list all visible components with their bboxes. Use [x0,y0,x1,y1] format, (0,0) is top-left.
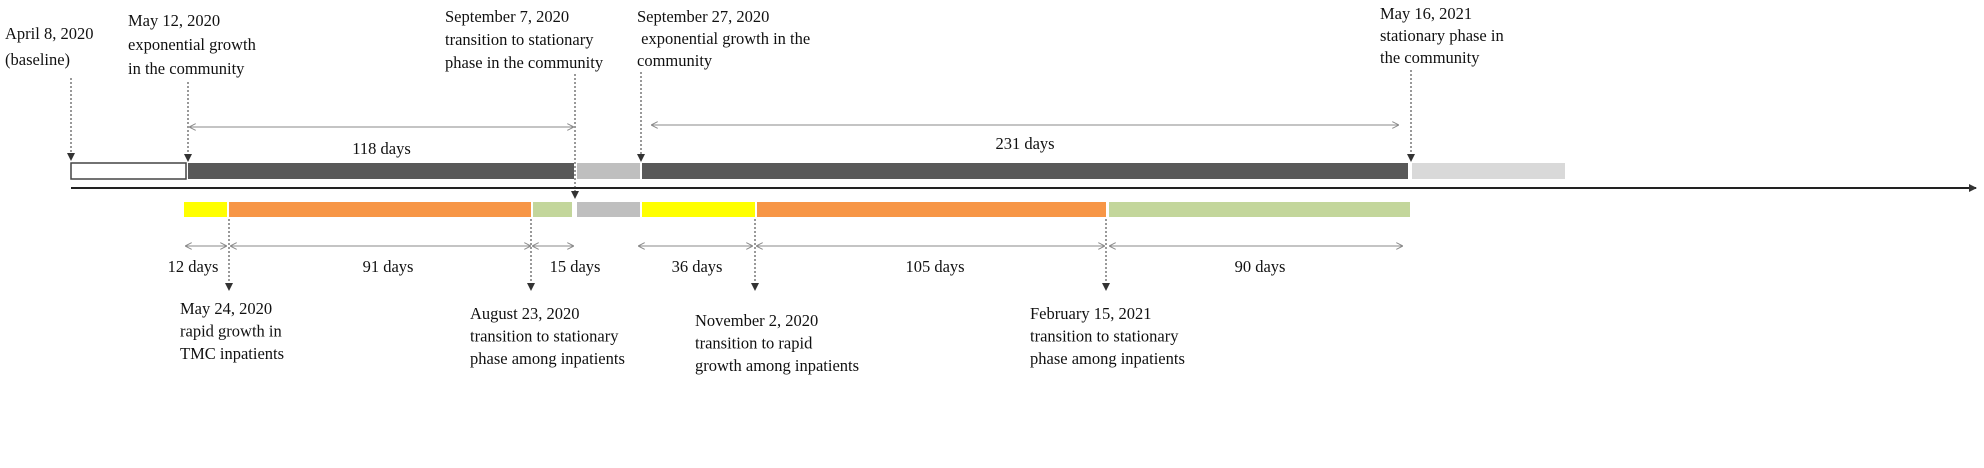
event-label: September 7, 2020 [445,7,569,26]
segment [533,202,572,217]
event-label: growth among inpatients [695,356,859,375]
event-label: in the community [128,59,245,78]
segment [1109,202,1410,217]
segment [229,202,531,217]
event-label: exponential growth in the [637,29,810,48]
segment [757,202,1106,217]
event-label: the community [1380,48,1480,67]
event-label: phase among inpatients [1030,349,1185,368]
event-label: (baseline) [5,50,70,69]
event-label: phase in the community [445,53,604,72]
event-label: transition to stationary [445,30,594,49]
duration-label: 105 days [905,257,964,276]
labels: April 8, 2020 (baseline) May 12, 2020 expon… [5,4,1504,375]
event-label: May 12, 2020 [128,11,220,30]
segment [642,163,1408,179]
event-label: February 15, 2021 [1030,304,1151,323]
segment [184,202,227,217]
event-label: community [637,51,713,70]
event-label: May 16, 2021 [1380,4,1472,23]
segment [642,202,755,217]
event-label: April 8, 2020 [5,24,93,43]
event-label: transition to rapid [695,333,813,352]
event-label: stationary phase in [1380,26,1504,45]
event-label: rapid growth in [180,321,282,340]
event-label: transition to stationary [470,326,619,345]
duration-label: 91 days [363,257,414,276]
segment [188,163,574,179]
segment [577,163,640,179]
duration-label: 36 days [672,257,723,276]
top-bar [70,162,1565,180]
event-label: transition to stationary [1030,326,1179,345]
event-label: November 2, 2020 [695,311,818,330]
duration-label: 12 days [168,257,219,276]
bottom-bar [184,202,1410,217]
event-label: TMC inpatients [180,344,284,363]
baseline-segment [70,162,187,180]
event-label: August 23, 2020 [470,304,580,323]
duration-label: 90 days [1235,257,1286,276]
event-label: phase among inpatients [470,349,625,368]
event-label: May 24, 2020 [180,299,272,318]
event-label: September 27, 2020 [637,7,769,26]
duration-label: 231 days [995,134,1054,153]
segment [1412,163,1565,179]
segment [577,202,640,217]
event-label: exponential growth [128,35,257,54]
duration-label: 118 days [352,139,411,158]
duration-label: 15 days [550,257,601,276]
